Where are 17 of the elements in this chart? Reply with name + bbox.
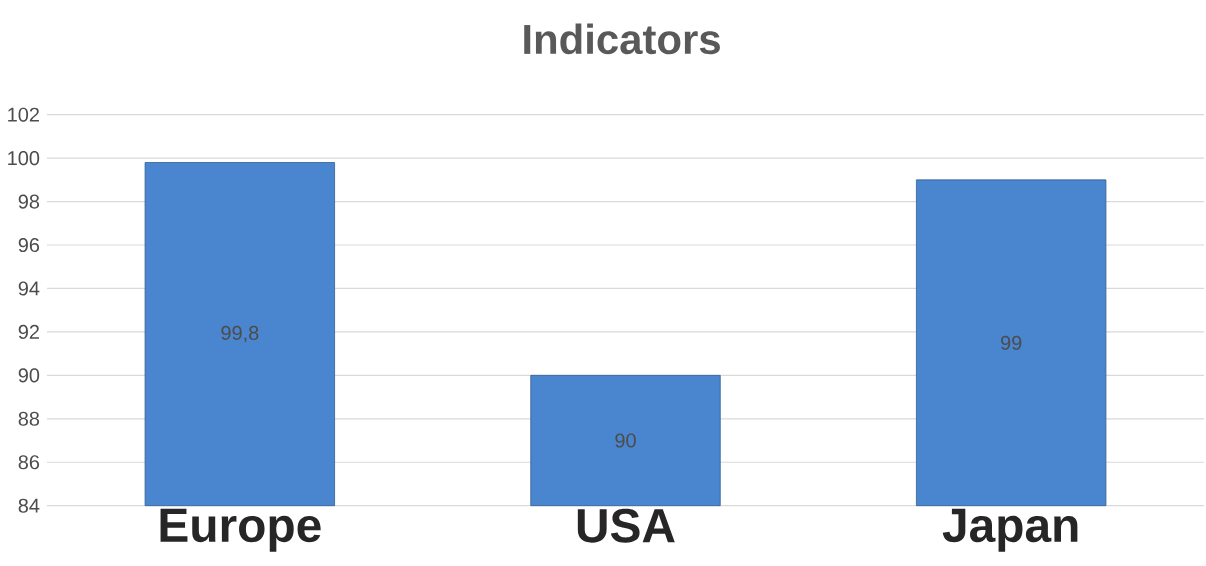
- data-label: 99: [1001, 335, 1022, 351]
- y-tick-label: 90: [18, 368, 40, 383]
- y-tick-label: 84: [18, 498, 40, 513]
- y-tick-label: 86: [18, 455, 40, 470]
- chart-title: Indicators: [524, 23, 720, 55]
- x-tick-label: USA: [577, 509, 675, 543]
- data-label: 90: [615, 433, 636, 448]
- y-tick-label: 88: [18, 411, 40, 427]
- y-tick-label: 96: [18, 238, 40, 253]
- y-tick-label: 100: [8, 151, 40, 166]
- data-label: 99,8: [221, 326, 259, 343]
- y-tick-label: 102: [8, 107, 39, 122]
- y-tick-label: 98: [18, 194, 40, 209]
- y-tick-label: 92: [18, 325, 39, 340]
- x-tick-label: Japan: [942, 508, 1078, 552]
- y-tick-label: 94: [18, 281, 40, 296]
- x-tick-label: Europe: [160, 508, 321, 552]
